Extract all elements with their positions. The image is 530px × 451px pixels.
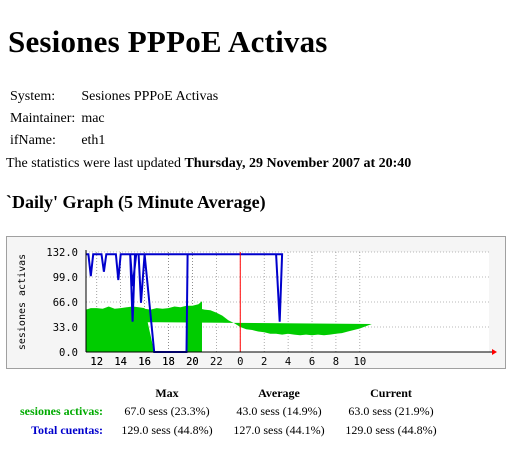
- x-tick-label: 0: [237, 356, 243, 368]
- x-tick-label: 12: [90, 356, 103, 368]
- y-tick-label: 99.0: [53, 272, 78, 284]
- x-tick-label: 10: [354, 356, 367, 368]
- y-axis-label: sesiones activas: [17, 254, 28, 350]
- legend-row-sesiones: sesiones activas: 67.0 sess (23.3%) 43.0…: [6, 402, 447, 421]
- x-tick-label: 8: [333, 356, 339, 368]
- last-updated-prefix: The statistics were last updated: [6, 156, 181, 171]
- x-tick-label: 4: [285, 356, 291, 368]
- legend-label-total: Total cuentas:: [6, 421, 111, 440]
- info-value: Sesiones PPPoE Activas: [81, 89, 219, 104]
- info-value: eth1: [81, 133, 106, 148]
- legend-header-average: Average: [258, 385, 300, 400]
- x-tick-label: 12: [90, 356, 103, 368]
- info-key: ifName:: [10, 133, 56, 148]
- daily-graph: 0.0 33.0 66.0 99.0 132.0 12 14 16 18 20 22 0 2 4 6 8 10 1…: [6, 236, 506, 369]
- legend-average: 43.0 sess (14.9%): [236, 404, 322, 418]
- legend-current: 63.0 sess (21.9%): [348, 404, 434, 418]
- legend-label-text: sesiones activas:: [20, 404, 103, 418]
- legend-label-text: Total cuentas:: [31, 423, 103, 437]
- legend-current: 129.0 sess (44.8%): [345, 423, 437, 437]
- x-tick-label: 14: [114, 356, 127, 368]
- x-tick-label: 20: [186, 356, 199, 368]
- legend-header-blank: [6, 384, 111, 402]
- x-tick-label: 2: [261, 356, 267, 368]
- info-value: mac: [81, 111, 105, 126]
- y-tick-label: 33.0: [53, 322, 78, 334]
- info-row-ifname: ifName: eth1: [8, 130, 220, 152]
- last-updated-line: The statistics were last updated Thursda…: [6, 156, 411, 172]
- y-tick-label: 66.0: [53, 297, 78, 309]
- info-row-system: System: Sesiones PPPoE Activas: [8, 86, 220, 108]
- x-tick-label: 18: [162, 356, 175, 368]
- legend-row-total: Total cuentas: 129.0 sess (44.8%) 127.0 …: [6, 421, 447, 440]
- y-tick-label: 0.0: [59, 347, 78, 359]
- series-line-total-cuentas: [86, 253, 284, 353]
- x-tick-label: 6: [309, 356, 315, 368]
- info-key: Maintainer:: [10, 111, 76, 126]
- y-tick-label: 132.0: [46, 247, 78, 259]
- info-key: System:: [10, 89, 56, 104]
- x-tick-label: 16: [138, 356, 151, 368]
- legend-max: 67.0 sess (23.3%): [124, 404, 210, 418]
- x-tick-label: 14: [114, 356, 127, 368]
- page-title: Sesiones PPPoE Activas: [8, 24, 328, 59]
- legend-header-max: Max: [155, 385, 179, 400]
- legend-header-row: Max Average Current: [6, 384, 447, 402]
- info-table: System: Sesiones PPPoE Activas Maintaine…: [8, 86, 220, 152]
- legend-average: 127.0 sess (44.1%): [233, 423, 325, 437]
- series-area-sesiones-activas: [86, 301, 372, 352]
- graph-heading: `Daily' Graph (5 Minute Average): [6, 192, 266, 212]
- legend-label-sesiones: sesiones activas:: [6, 402, 111, 421]
- x-tick-label: 20: [186, 356, 199, 368]
- x-tick-label: 22: [210, 356, 223, 368]
- last-updated-value: Thursday, 29 November 2007 at 20:40: [184, 156, 412, 171]
- legend-header-current: Current: [370, 385, 412, 400]
- info-row-maintainer: Maintainer: mac: [8, 108, 220, 130]
- legend-max: 129.0 sess (44.8%): [121, 423, 213, 437]
- x-axis-arrow: [492, 349, 497, 355]
- legend-table: Max Average Current sesiones activas: 67…: [6, 384, 447, 440]
- x-tick-label: 16: [138, 356, 151, 368]
- x-tick-label: 18: [162, 356, 175, 368]
